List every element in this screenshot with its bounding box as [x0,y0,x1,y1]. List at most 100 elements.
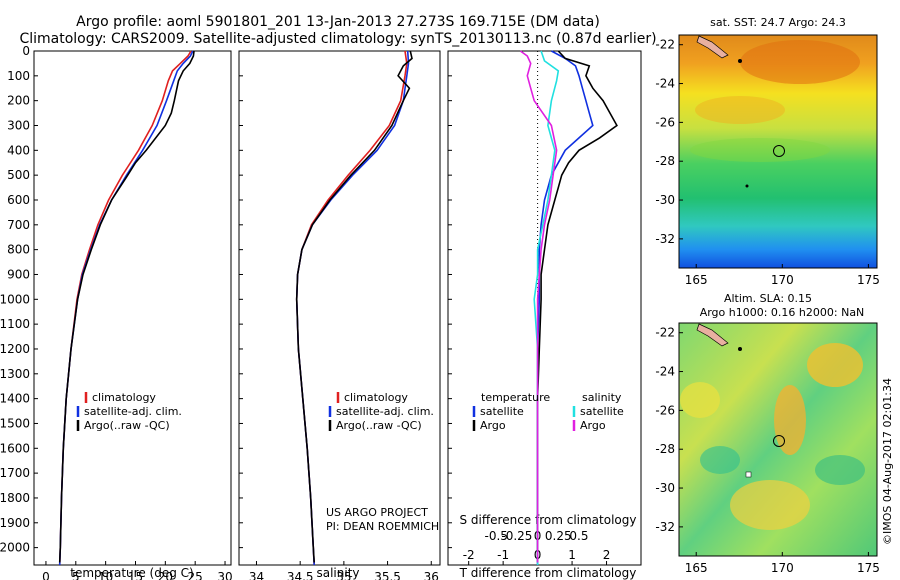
y-tick-label: 1900 [0,516,30,530]
x-tick-label: 2 [603,548,611,562]
credit-text: ©IMOS 04-Aug-2017 02:01:34 [881,378,894,545]
salinity-panel: 34 34.5 35 35.5 36 salinity [238,50,441,580]
profile-location-marker [773,145,785,157]
y-tick-label: 700 [7,218,30,232]
sst-green-patch [690,138,830,162]
legend-salinity-title: salinity [582,391,622,404]
salinity-series-line [295,50,413,563]
difference-legend: temperature satellite Argo salinity sate… [472,391,624,432]
map-x-tick-label: 165 [685,561,708,575]
sla-map-frame [678,322,878,557]
legend-satellite-label: satellite-adj. clim. [84,405,182,418]
y-tick-label: 1400 [0,392,30,406]
sla-map-subtitle: Argo h1000: 0.16 h2000: NaN [700,306,865,319]
plot-frame [447,50,642,566]
legend-sal-satellite-label: satellite [580,405,624,418]
map-y-tick-label: -30 [655,481,675,495]
y-tick-label: 1200 [0,342,30,356]
y-tick-label: 800 [7,243,30,257]
y-tick-label: 300 [7,118,30,132]
sst-map-title: sat. SST: 24.7 Argo: 24.3 [710,16,846,29]
project-annotation: US ARGO PROJECT [326,506,428,519]
y-tick-label: 1600 [0,441,30,455]
x-tick-label: 30 [217,570,232,580]
x-tick-label: -2 [463,548,475,562]
island-marker [738,347,742,351]
pi-annotation: PI: DEAN ROEMMICH [326,520,439,533]
s-tick-label: 0.25 [545,529,572,543]
sst-map: sat. SST: 24.7 Argo: 24.3 165 170 175 -22 -2… [655,16,879,287]
legend-temp-argo-label: Argo [480,419,506,432]
s-tick-label: -0.25 [501,529,532,543]
y-tick-label: 100 [7,69,30,83]
legend-climatology-label: climatology [92,391,156,404]
y-tick-label: 1100 [0,317,30,331]
temperature-panel: 0100200300400500600700800900100011001200… [0,44,233,580]
y-tick-label: 600 [7,193,30,207]
header-line1: Argo profile: aoml 5901801_201 13-Jan-20… [76,14,600,30]
map-x-tick-label: 170 [771,561,794,575]
x-tick-label: 34 [249,570,264,580]
x-tick-label: 5 [72,570,80,580]
temperature-legend: climatology satellite-adj. clim. Argo(..… [76,391,182,432]
legend-sal-argo-label: Argo [580,419,606,432]
island-marker [745,471,752,478]
s-axis-label: S difference from climatology [460,513,637,527]
x-tick-label: 1 [568,548,576,562]
profile-location-marker [773,435,785,447]
map-y-tick-label: -26 [655,115,675,129]
sla-map-ticks: 165 170 175 -22 -24 -26 -28 -30 -32 [655,326,879,575]
y-tick-label: 400 [7,143,30,157]
sla-high-patch [774,385,806,455]
sst-warm-patch [695,96,785,124]
x-tick-label: 10 [98,570,113,580]
map-y-tick-label: -22 [655,38,675,52]
x-tick-label: -1 [497,548,509,562]
x-tick-label: 34.5 [287,570,314,580]
map-x-tick-label: 165 [685,273,708,287]
legend-satellite-label: satellite-adj. clim. [336,405,434,418]
legend-climatology-label: climatology [344,391,408,404]
sst-warm-patch [740,40,860,84]
legend-temperature-title: temperature [481,391,550,404]
legend-argo-label: Argo(..raw -QC) [336,419,422,432]
x-tick-label: 25 [188,570,203,580]
plot-frame [33,50,232,566]
x-axis-label: T difference from climatology [459,566,637,580]
y-tick-label: 0 [22,44,30,58]
y-tick-label: 1800 [0,491,30,505]
temperature-series-line [58,50,195,563]
y-tick-label: 1300 [0,367,30,381]
legend-argo-label: Argo(..raw -QC) [84,419,170,432]
x-tick-label: 35 [336,570,351,580]
x-tick-label: 20 [158,570,173,580]
map-y-tick-label: -26 [655,403,675,417]
sla-low-patch [815,455,865,485]
map-y-tick-label: -22 [655,326,675,340]
sla-high-patch [680,382,720,418]
salinity-legend: climatology satellite-adj. clim. Argo(..… [326,391,439,533]
y-tick-label: 1000 [0,292,30,306]
sst-map-frame [678,34,878,269]
s-tick-label: -0.5 [485,529,508,543]
y-tick-label: 2000 [0,541,30,555]
s-tick-label: 0.5 [569,529,588,543]
x-axis-label: salinity [316,566,359,580]
x-tick-label: 15 [128,570,143,580]
y-tick-label: 200 [7,94,30,108]
map-x-tick-label: 175 [857,561,880,575]
map-x-tick-label: 175 [857,273,880,287]
x-tick-label: 0 [42,570,50,580]
legend-temp-satellite-label: satellite [480,405,524,418]
land-mass [696,35,729,59]
sla-low-patch [700,446,740,474]
difference-series-line [519,50,558,563]
sla-map: Altim. SLA: 0.15 Argo h1000: 0.16 h2000:… [655,292,879,575]
map-y-tick-label: -30 [655,193,675,207]
y-tick-label: 1700 [0,466,30,480]
sla-map-title: Altim. SLA: 0.15 [724,292,812,305]
sla-high-patch [807,343,863,387]
map-y-tick-label: -28 [655,442,675,456]
sla-high-patch [730,480,810,530]
